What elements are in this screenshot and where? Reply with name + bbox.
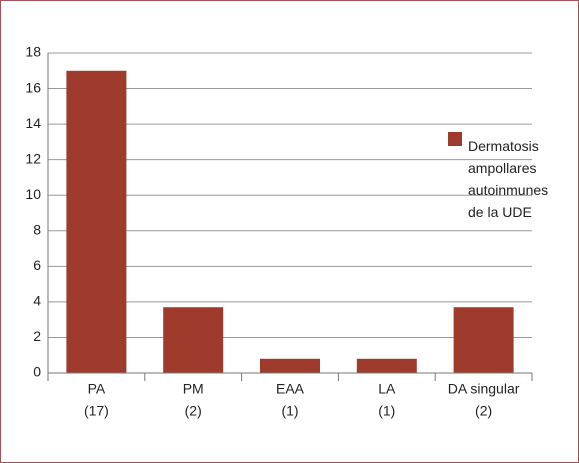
x-tick-label: (1) bbox=[378, 403, 395, 419]
y-tick-label: 18 bbox=[25, 44, 41, 60]
bar bbox=[66, 70, 127, 374]
bar bbox=[453, 307, 514, 373]
x-tick-label: PM bbox=[183, 381, 204, 397]
y-tick-label: 4 bbox=[33, 293, 41, 309]
y-tick-label: 10 bbox=[25, 186, 41, 202]
x-tick-label: (1) bbox=[281, 403, 298, 419]
legend: Dermatosis ampollares autoinmunes de la … bbox=[468, 135, 558, 223]
bar bbox=[260, 358, 320, 373]
bar bbox=[356, 358, 417, 373]
legend-label: Dermatosis ampollares autoinmunes de la … bbox=[468, 138, 549, 220]
x-tick-label: PA bbox=[88, 381, 106, 397]
legend-swatch bbox=[448, 132, 462, 146]
x-tick-label: EAA bbox=[276, 381, 305, 397]
y-tick-label: 12 bbox=[25, 150, 41, 166]
y-tick-label: 0 bbox=[33, 364, 41, 380]
y-tick-label: 2 bbox=[33, 328, 41, 344]
y-tick-label: 14 bbox=[25, 115, 41, 131]
x-tick-label: (2) bbox=[185, 403, 202, 419]
y-tick-label: 6 bbox=[33, 257, 41, 273]
x-tick-label: (2) bbox=[475, 403, 492, 419]
x-tick-label: LA bbox=[378, 381, 396, 397]
x-tick-label: (17) bbox=[84, 403, 109, 419]
x-tick-label: DA singular bbox=[448, 381, 520, 397]
bar bbox=[163, 307, 224, 373]
y-tick-label: 16 bbox=[25, 79, 41, 95]
y-tick-label: 8 bbox=[33, 221, 41, 237]
